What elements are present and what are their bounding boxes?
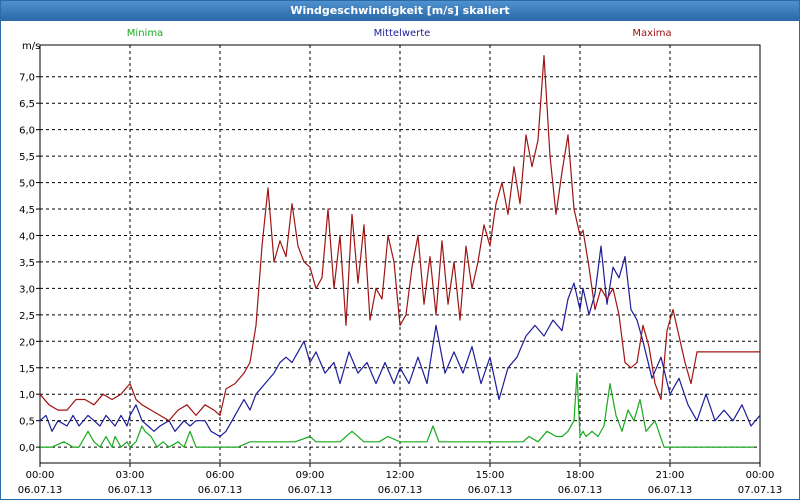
- x-tick-date: 06.07.13: [108, 485, 153, 496]
- y-tick-label: 5,5: [19, 152, 35, 163]
- x-tick-date: 06.07.13: [558, 485, 603, 496]
- x-tick-time: 00:00: [26, 470, 55, 481]
- x-tick-date: 06.07.13: [468, 485, 513, 496]
- x-tick-time: 15:00: [476, 470, 505, 481]
- y-tick-label: 4,5: [19, 205, 35, 216]
- x-tick-date: 07.07.13: [738, 485, 783, 496]
- y-tick-label: 0,5: [19, 417, 35, 428]
- x-tick-date: 06.07.13: [378, 485, 423, 496]
- x-axis-ticks: 00:00 06.07.13 03:00 06.07.13 06:00 06.07.13 0…: [18, 463, 783, 496]
- y-tick-label: 6,5: [19, 99, 35, 110]
- x-tick-date: 06.07.13: [198, 485, 243, 496]
- x-tick-time: 18:00: [566, 470, 595, 481]
- legend-mittelwerte: Mittelwerte: [374, 28, 431, 39]
- legend-minima: Minima: [127, 28, 163, 39]
- y-tick-label: 5,0: [19, 179, 35, 190]
- y-tick-label: 3,0: [19, 284, 35, 295]
- x-tick-time: 03:00: [116, 470, 145, 481]
- y-tick-label: 6,0: [19, 126, 35, 137]
- series-line-maxima: [39, 54, 760, 422]
- y-tick-label: 7,0: [19, 73, 35, 84]
- x-tick-time: 12:00: [386, 470, 415, 481]
- x-tick-time: 21:00: [656, 470, 685, 481]
- y-tick-label: 4,0: [19, 231, 35, 242]
- y-tick-label: 2,0: [19, 337, 35, 348]
- y-tick-label: 1,5: [19, 364, 35, 375]
- y-tick-label: 3,5: [19, 258, 35, 269]
- series-line-minima: [40, 372, 754, 448]
- y-tick-label: 0,0: [19, 443, 35, 454]
- x-tick-date: 06.07.13: [288, 485, 333, 496]
- x-tick-time: 09:00: [296, 470, 325, 481]
- x-tick-time: 06:00: [206, 470, 235, 481]
- y-axis-ticks: 0,0 0,5 1,0 1,5 2,0 2,5 3,0 3,5 4,0 4,5 5,0 5,5 6,0 6…: [19, 73, 40, 454]
- y-tick-label: 1,0: [19, 390, 35, 401]
- series-lines: [39, 54, 761, 448]
- x-tick-time: 00:00: [746, 470, 775, 481]
- legend-maxima: Maxima: [632, 28, 671, 39]
- y-axis-unit: m/s: [22, 41, 40, 52]
- grid-lines: [40, 45, 760, 463]
- window-title: Windgeschwindigkeit [m/s] skaliert: [1, 1, 799, 21]
- y-tick-label: 2,5: [19, 311, 35, 322]
- x-tick-date: 06.07.13: [18, 485, 63, 496]
- series-line-mittelwerte: [39, 245, 761, 438]
- wind-speed-chart: 0,0 0,5 1,0 1,5 2,0 2,5 3,0 3,5 4,0 4,5 5,0 5,5 6,0 6…: [18, 28, 783, 496]
- x-tick-date: 06.07.13: [648, 485, 693, 496]
